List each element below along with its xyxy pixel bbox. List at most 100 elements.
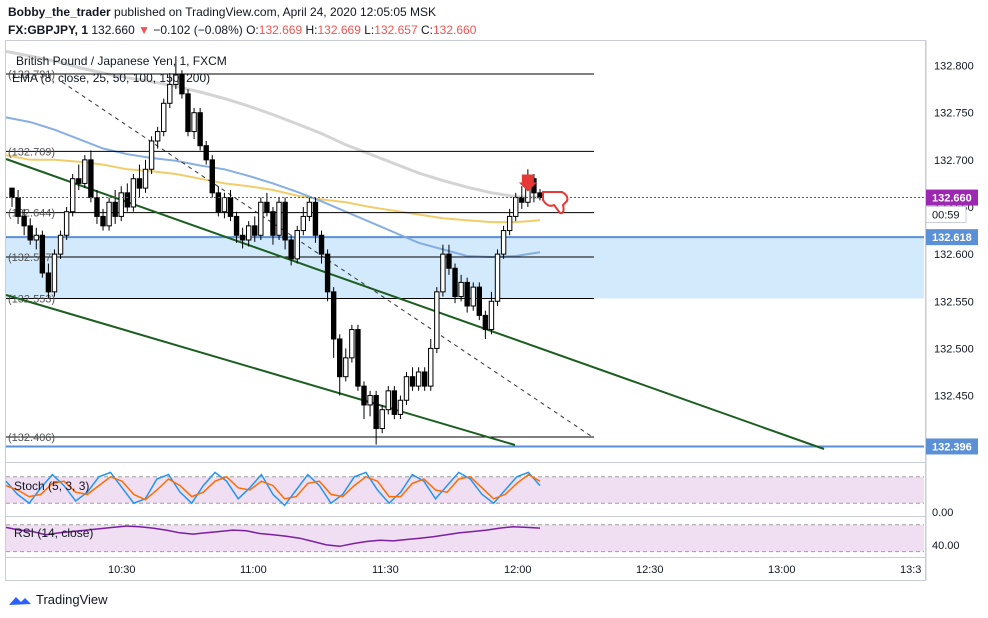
candle[interactable] xyxy=(191,112,197,133)
candle[interactable] xyxy=(209,159,215,194)
candle[interactable] xyxy=(306,201,313,217)
candle[interactable] xyxy=(294,230,300,260)
candle[interactable] xyxy=(51,253,58,293)
candle[interactable] xyxy=(9,187,15,199)
candle[interactable] xyxy=(100,215,106,227)
candle[interactable] xyxy=(379,409,385,430)
candle[interactable] xyxy=(452,267,458,298)
candle[interactable] xyxy=(470,286,476,307)
candle[interactable] xyxy=(118,192,124,217)
candle[interactable] xyxy=(106,201,112,227)
candle[interactable] xyxy=(343,357,349,378)
candle[interactable] xyxy=(33,234,39,241)
candle[interactable] xyxy=(337,338,343,378)
candle[interactable] xyxy=(282,201,288,241)
candle[interactable] xyxy=(403,376,410,401)
candle[interactable] xyxy=(197,112,203,147)
candle[interactable] xyxy=(355,329,361,387)
candle[interactable] xyxy=(124,192,131,208)
candle[interactable] xyxy=(288,239,294,260)
candle[interactable] xyxy=(415,371,422,387)
candle[interactable] xyxy=(57,234,64,255)
candle[interactable] xyxy=(167,83,173,104)
candle[interactable] xyxy=(440,253,446,293)
sell-arrow-icon[interactable] xyxy=(518,174,537,192)
candle[interactable] xyxy=(112,201,118,217)
candle[interactable] xyxy=(185,93,191,133)
candle[interactable] xyxy=(21,215,27,227)
candle[interactable] xyxy=(500,230,507,255)
candle[interactable] xyxy=(464,281,470,307)
author-name[interactable]: Bobby_the_trader xyxy=(8,5,111,19)
candle[interactable] xyxy=(330,291,337,340)
level-label: (132.597) xyxy=(8,252,55,264)
candle[interactable] xyxy=(258,201,264,236)
candle[interactable] xyxy=(519,197,525,203)
candle[interactable] xyxy=(506,215,513,232)
candle[interactable] xyxy=(458,281,464,298)
candle[interactable] xyxy=(233,215,240,236)
candle[interactable] xyxy=(537,192,543,199)
candle[interactable] xyxy=(488,300,495,331)
candle[interactable] xyxy=(361,385,367,406)
tradingview-logo-icon xyxy=(9,596,31,605)
candle[interactable] xyxy=(63,211,70,236)
candle[interactable] xyxy=(76,178,82,184)
candle[interactable] xyxy=(367,395,373,406)
candle[interactable] xyxy=(39,234,46,274)
candle[interactable] xyxy=(385,390,391,411)
candle[interactable] xyxy=(349,329,355,359)
tradingview-footer[interactable]: TradingView xyxy=(8,592,108,607)
candle[interactable] xyxy=(88,159,94,199)
candle[interactable] xyxy=(421,371,428,387)
candle[interactable] xyxy=(391,390,398,415)
candle[interactable] xyxy=(161,102,167,133)
candle[interactable] xyxy=(428,347,434,387)
candle[interactable] xyxy=(482,314,489,331)
candle[interactable] xyxy=(446,253,452,269)
candle[interactable] xyxy=(142,168,149,189)
chart-canvas[interactable]: 132.800132.750132.700132.650132.600132.5… xyxy=(0,0,988,590)
ema-line-2 xyxy=(5,116,541,259)
candle[interactable] xyxy=(264,201,270,213)
candle[interactable] xyxy=(270,211,276,236)
candle[interactable] xyxy=(245,225,252,241)
candle[interactable] xyxy=(227,197,234,217)
ema-legend: EMA (8, close, 25, 50, 100, 150, 200) xyxy=(12,71,210,85)
candle[interactable] xyxy=(494,253,501,302)
candle[interactable] xyxy=(434,291,440,349)
candle[interactable] xyxy=(203,145,209,161)
candle[interactable] xyxy=(173,74,179,85)
candle[interactable] xyxy=(318,234,325,255)
candle[interactable] xyxy=(136,178,143,189)
time-tick-label: 10:30 xyxy=(108,564,136,576)
candle[interactable] xyxy=(215,192,222,213)
candle[interactable] xyxy=(397,399,404,415)
candle[interactable] xyxy=(252,225,258,236)
price-badge-label: 132.660 xyxy=(932,193,972,205)
thumbs-down-icon[interactable] xyxy=(542,191,569,215)
candle[interactable] xyxy=(239,234,246,241)
candle[interactable] xyxy=(69,178,76,213)
candle[interactable] xyxy=(82,159,88,184)
candle[interactable] xyxy=(476,286,483,316)
candle[interactable] xyxy=(27,225,33,241)
candle[interactable] xyxy=(148,140,155,170)
price-badge-label: 132.396 xyxy=(932,441,972,453)
candle[interactable] xyxy=(15,197,21,217)
candle[interactable] xyxy=(300,215,307,232)
price-tick-label: 132.550 xyxy=(934,296,974,308)
candle[interactable] xyxy=(373,395,379,430)
candle[interactable] xyxy=(312,201,319,236)
candle[interactable] xyxy=(409,376,416,387)
candle[interactable] xyxy=(179,74,185,95)
candle[interactable] xyxy=(130,178,137,208)
candle[interactable] xyxy=(154,131,161,142)
candle[interactable] xyxy=(45,272,52,293)
candle[interactable] xyxy=(324,253,331,293)
candle[interactable] xyxy=(513,197,519,217)
candle[interactable] xyxy=(276,201,282,236)
candle[interactable] xyxy=(221,197,228,213)
open-value: 132.669 xyxy=(258,23,303,37)
candle[interactable] xyxy=(94,197,100,217)
